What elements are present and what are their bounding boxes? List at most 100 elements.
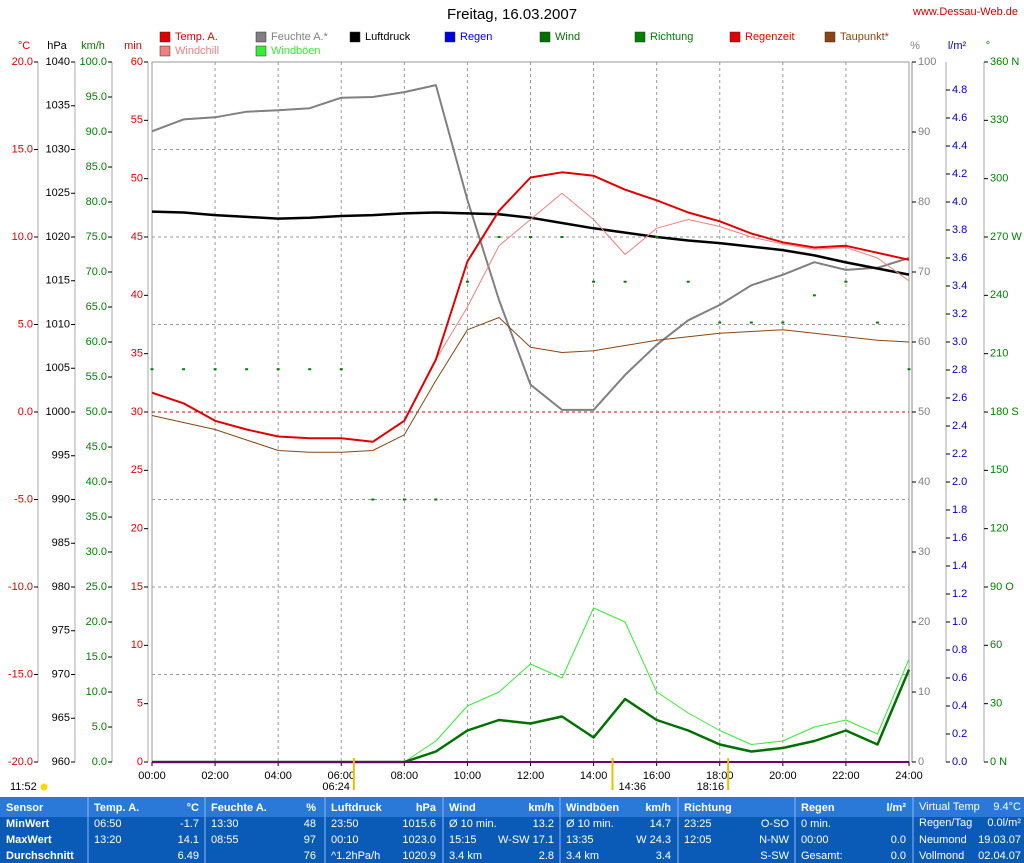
- y-tick-label: 0.0: [92, 756, 107, 768]
- column-unit: l/m²: [886, 802, 906, 814]
- y-tick-label: 2.0: [952, 476, 967, 488]
- cell-left: 13:30: [211, 818, 239, 830]
- cell-right: 48: [304, 818, 316, 830]
- cell-left: 08:55: [211, 834, 239, 846]
- x-tick-label: 06:00: [327, 770, 355, 782]
- legend-swatch: [539, 31, 551, 43]
- cell-left: 15:15: [449, 834, 477, 846]
- legend-label: Temp. A.: [175, 31, 218, 43]
- direction-dot: [182, 368, 186, 371]
- extra-label: Virtual Temp: [919, 801, 980, 813]
- cell-left: 3.4 km: [449, 850, 482, 862]
- axis-unit: °: [986, 40, 990, 52]
- series-line: [151, 317, 910, 453]
- series-line: [151, 171, 910, 443]
- y-tick-label: 45.0: [86, 441, 107, 453]
- direction-dot: [150, 368, 154, 371]
- y-tick-label: 1040: [46, 56, 70, 68]
- row-label: Durchschnitt: [6, 850, 74, 862]
- y-tick-label: 1010: [46, 318, 70, 330]
- chart-title: Freitag, 16.03.2007: [447, 6, 577, 23]
- y-tick-label: 5.0: [18, 318, 33, 330]
- cell-left: 3.4 km: [566, 850, 599, 862]
- direction-dot: [655, 236, 659, 238]
- direction-dot: [213, 368, 217, 371]
- table-header: Sensor: [6, 802, 44, 814]
- y-tick-label: 80: [918, 196, 930, 208]
- cell-right: O-SO: [761, 818, 790, 830]
- y-tick-label: 15: [131, 581, 143, 593]
- y-tick-label: 10.0: [12, 231, 33, 243]
- y-tick-label: 0: [137, 756, 143, 768]
- cell-left: ^1.2hPa/h: [331, 850, 380, 862]
- event-label: 18:16: [697, 781, 725, 793]
- column-unit: km/h: [528, 802, 554, 814]
- y-tick-label: 965: [52, 712, 70, 724]
- cell-left: 00:10: [331, 834, 359, 846]
- y-tick-label: 30.0: [86, 546, 107, 558]
- direction-dot: [245, 368, 249, 371]
- y-tick-label: 3.4: [952, 280, 967, 292]
- cell-left: Ø 10 min.: [449, 818, 497, 830]
- cell-right: 2.8: [539, 850, 554, 862]
- cell-right: 14.1: [178, 834, 199, 846]
- direction-dot: [308, 368, 312, 371]
- y-tick-label: 1.4: [952, 560, 967, 572]
- row-label: MinWert: [6, 818, 50, 830]
- legend-label: Regenzeit: [745, 31, 795, 43]
- y-tick-label: 100.0: [79, 56, 107, 68]
- x-tick-label: 24:00: [895, 770, 923, 782]
- y-tick-label: 90.0: [86, 126, 107, 138]
- y-tick-label: 1.2: [952, 588, 967, 600]
- direction-dot: [339, 368, 343, 371]
- y-tick-label: 0.8: [952, 644, 967, 656]
- y-tick-label: 995: [52, 450, 70, 462]
- legend-swatch: [349, 31, 361, 43]
- y-tick-label: 3.6: [952, 252, 967, 264]
- legend-swatch: [159, 45, 171, 57]
- y-tick-label: 15.0: [86, 651, 107, 663]
- direction-dot: [875, 321, 879, 324]
- direction-dot: [623, 280, 627, 283]
- event-label: 14:36: [619, 781, 647, 793]
- y-tick-label: 5.0: [92, 721, 107, 733]
- direction-dot: [434, 498, 438, 501]
- direction-dot: [749, 321, 753, 324]
- legend-label: Richtung: [650, 31, 693, 43]
- y-tick-label: 60: [918, 336, 930, 348]
- y-tick-label: 990: [52, 493, 70, 505]
- x-tick-label: 12:00: [517, 770, 545, 782]
- series-line: [151, 84, 910, 411]
- direction-dot: [465, 280, 469, 283]
- y-tick-label: 120: [990, 523, 1008, 535]
- stats-header-bg: [0, 797, 1024, 817]
- site-link[interactable]: www.Dessau-Web.de: [912, 6, 1018, 18]
- cell-right: 3.4: [656, 850, 671, 862]
- y-tick-label: 60: [131, 56, 143, 68]
- y-tick-label: 1000: [46, 406, 70, 418]
- y-tick-label: 0 N: [990, 756, 1007, 768]
- y-tick-label: 0.2: [952, 728, 967, 740]
- y-tick-label: 10: [918, 686, 930, 698]
- axis-unit: min: [124, 40, 142, 52]
- cell-right: 76: [304, 850, 316, 862]
- y-tick-label: 70.0: [86, 266, 107, 278]
- cell-left: Ø 10 min.: [566, 818, 614, 830]
- y-tick-label: 10.0: [86, 686, 107, 698]
- column-unit: °C: [187, 802, 199, 814]
- y-tick-label: 10: [131, 639, 143, 651]
- y-tick-label: 4.2: [952, 168, 967, 180]
- cell-right: 1015.6: [402, 818, 436, 830]
- y-tick-label: 2.2: [952, 448, 967, 460]
- cell-left: 23:50: [331, 818, 359, 830]
- column-header: Wind: [449, 802, 476, 814]
- cell-right: S-SW: [760, 850, 789, 862]
- direction-dot: [497, 236, 501, 238]
- event-label: 06:24: [322, 781, 350, 793]
- cell-left: 12:05: [684, 834, 712, 846]
- y-tick-label: 0.0: [952, 756, 967, 768]
- cell-right: 0.0: [891, 850, 906, 862]
- y-tick-label: -15.0: [8, 668, 33, 680]
- y-tick-label: 35: [131, 348, 143, 360]
